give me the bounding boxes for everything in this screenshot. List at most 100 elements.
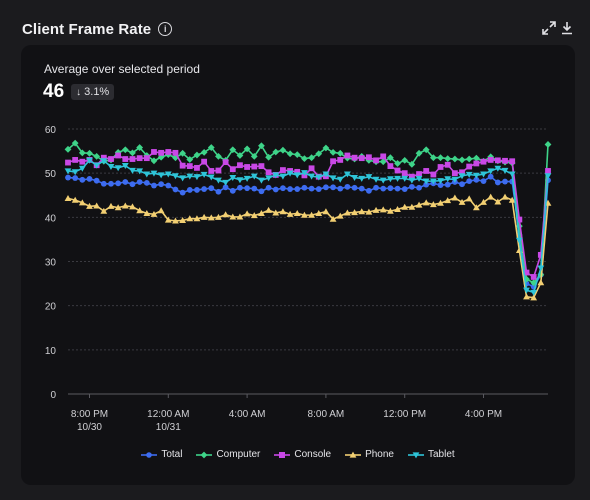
data-point-console <box>265 169 272 176</box>
data-point-total <box>222 184 229 191</box>
download-icon[interactable] <box>560 21 574 37</box>
legend-swatch-console-icon <box>274 451 291 458</box>
data-point-phone <box>308 211 315 218</box>
arrow-down-icon: ↓ <box>76 86 82 98</box>
data-point-computer <box>186 156 194 163</box>
data-point-phone <box>78 199 86 206</box>
data-point-tablet <box>207 174 215 181</box>
y-tick-label: 0 <box>50 390 56 401</box>
data-point-console <box>509 158 516 165</box>
data-point-tablet <box>186 173 194 180</box>
data-point-tablet <box>379 177 387 184</box>
data-point-computer <box>415 149 423 157</box>
x-tick-sublabel: 10/30 <box>77 422 102 433</box>
data-point-computer <box>437 154 444 162</box>
data-point-phone <box>523 293 530 300</box>
data-point-tablet <box>279 173 287 180</box>
legend-item-console[interactable]: Console <box>274 449 331 460</box>
summary-value: 46 <box>43 81 65 102</box>
data-point-console <box>129 156 136 162</box>
data-point-tablet <box>394 175 401 182</box>
info-icon[interactable]: i <box>158 22 173 36</box>
data-point-computer <box>172 154 179 162</box>
data-point-total <box>179 189 186 196</box>
chart-legend: Total Computer Console Phone Tablet <box>21 449 575 460</box>
data-point-tablet <box>164 171 172 178</box>
data-point-console <box>373 157 379 164</box>
legend-item-computer[interactable]: Computer <box>196 449 260 460</box>
data-point-console <box>258 163 265 169</box>
data-point-tablet <box>401 175 409 182</box>
data-point-phone <box>207 214 215 221</box>
legend-item-phone[interactable]: Phone <box>345 449 394 460</box>
data-point-computer <box>293 151 301 159</box>
legend-item-tablet[interactable]: Tablet <box>407 449 455 460</box>
summary-row: 46 ↓ 3.1% <box>43 81 115 103</box>
data-point-console <box>365 154 372 161</box>
data-point-total <box>258 188 265 195</box>
data-point-console <box>194 164 200 171</box>
data-point-console <box>537 251 544 258</box>
data-point-phone <box>408 203 416 210</box>
data-point-tablet <box>286 170 294 177</box>
x-tick-sublabel: 10/31 <box>156 422 181 433</box>
x-tick-label: 12:00 AM <box>147 409 189 420</box>
data-point-phone <box>379 206 387 213</box>
data-point-computer <box>229 146 237 154</box>
y-tick-label: 60 <box>45 125 57 136</box>
data-point-tablet <box>537 265 545 272</box>
header-actions <box>542 21 574 37</box>
data-point-total <box>373 184 379 191</box>
data-point-phone <box>86 202 93 209</box>
data-point-phone <box>172 217 179 224</box>
data-point-phone <box>236 213 244 220</box>
data-point-phone <box>229 213 237 220</box>
y-tick-label: 40 <box>45 213 57 224</box>
data-point-tablet <box>508 171 516 178</box>
data-point-computer <box>429 154 437 162</box>
data-point-phone <box>530 294 538 301</box>
data-point-phone <box>422 199 430 206</box>
legend-label-phone: Phone <box>365 449 394 460</box>
data-point-tablet <box>422 178 430 185</box>
data-point-tablet <box>136 168 144 175</box>
y-tick-label: 30 <box>45 258 57 269</box>
data-point-console <box>208 168 215 174</box>
data-point-total <box>394 185 401 192</box>
data-point-phone <box>458 198 466 205</box>
data-point-console <box>516 216 523 223</box>
data-point-total <box>459 181 465 188</box>
data-point-console <box>308 165 315 172</box>
data-point-console <box>151 149 157 155</box>
data-point-total <box>337 185 344 192</box>
data-point-console <box>380 153 387 160</box>
data-point-tablet <box>315 174 323 181</box>
data-point-total <box>401 186 408 192</box>
data-point-console <box>473 160 480 167</box>
data-point-phone <box>315 209 323 216</box>
data-point-tablet <box>351 174 358 181</box>
data-point-phone <box>150 210 158 217</box>
data-point-phone <box>487 193 495 200</box>
data-point-total <box>301 184 308 191</box>
y-tick-label: 50 <box>45 169 57 180</box>
data-point-computer <box>86 149 93 157</box>
series-line-total <box>67 175 549 288</box>
legend-item-total[interactable]: Total <box>141 449 182 460</box>
data-point-tablet <box>530 289 538 296</box>
data-point-console <box>401 170 408 177</box>
data-point-phone <box>186 215 194 222</box>
data-point-console <box>351 154 358 161</box>
data-point-computer <box>200 149 208 156</box>
expand-icon[interactable] <box>542 21 556 37</box>
data-point-tablet <box>329 175 337 182</box>
data-point-tablet <box>179 175 187 182</box>
data-point-total <box>365 187 372 194</box>
data-point-console <box>480 158 487 165</box>
data-point-tablet <box>121 163 129 170</box>
line-chart: 0 10 20 30 40 50 60 8:00 PM 10/30 12:00 AM 10/31 4:… <box>45 125 552 433</box>
data-point-console <box>358 155 365 162</box>
data-point-computer <box>308 154 315 162</box>
data-point-console <box>179 162 186 169</box>
data-point-total <box>315 186 322 192</box>
